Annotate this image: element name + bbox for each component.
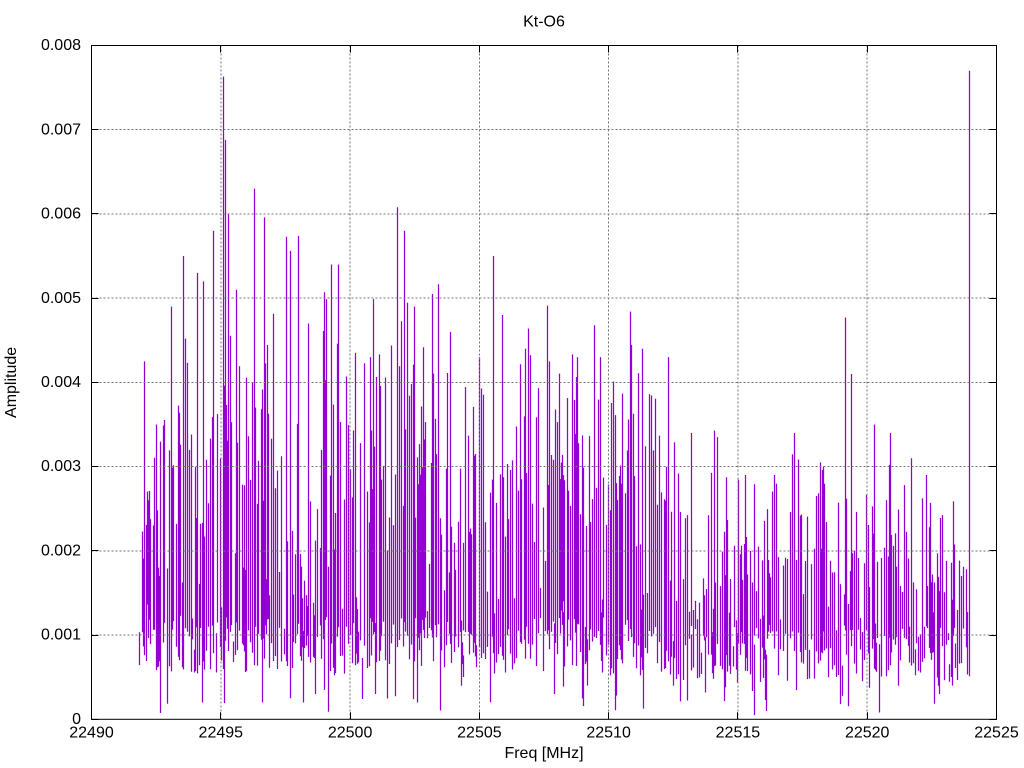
svg-text:0.004: 0.004 bbox=[41, 374, 81, 391]
svg-text:0.005: 0.005 bbox=[41, 290, 81, 307]
svg-text:22525: 22525 bbox=[974, 725, 1019, 742]
svg-text:0.003: 0.003 bbox=[41, 458, 81, 475]
svg-text:0.002: 0.002 bbox=[41, 542, 81, 559]
svg-text:0.008: 0.008 bbox=[41, 37, 81, 54]
svg-text:Freq [MHz]: Freq [MHz] bbox=[504, 745, 583, 762]
svg-text:0.007: 0.007 bbox=[41, 121, 81, 138]
svg-text:22500: 22500 bbox=[328, 725, 373, 742]
svg-text:0.006: 0.006 bbox=[41, 206, 81, 223]
svg-text:Kt-O6: Kt-O6 bbox=[523, 14, 565, 31]
svg-text:0: 0 bbox=[72, 711, 81, 728]
svg-text:22505: 22505 bbox=[457, 725, 502, 742]
svg-text:22510: 22510 bbox=[586, 725, 631, 742]
svg-text:0.001: 0.001 bbox=[41, 627, 81, 644]
svg-text:22515: 22515 bbox=[716, 725, 761, 742]
svg-text:22490: 22490 bbox=[69, 725, 114, 742]
svg-text:22520: 22520 bbox=[845, 725, 890, 742]
svg-text:Amplitude: Amplitude bbox=[3, 347, 20, 418]
svg-text:22495: 22495 bbox=[199, 725, 244, 742]
